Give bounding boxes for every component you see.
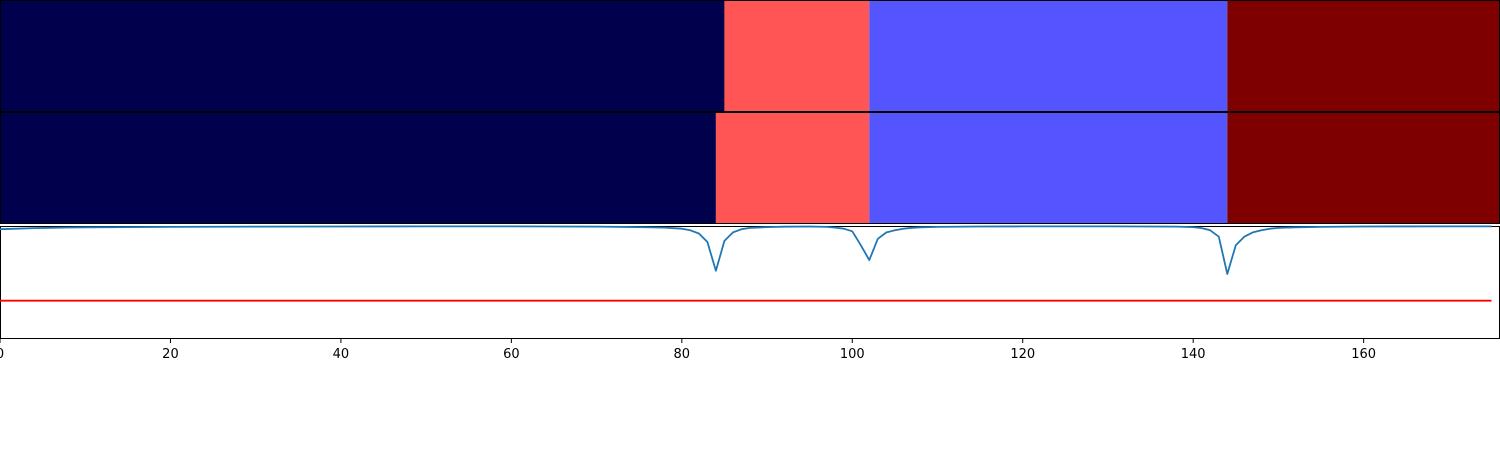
row-1-segment-2 bbox=[724, 1, 870, 112]
row-1-segment-3 bbox=[869, 1, 1228, 112]
x-tick-label: 140 bbox=[1181, 347, 1206, 362]
row-2-segment-3 bbox=[869, 113, 1228, 224]
x-tick-label: 60 bbox=[503, 347, 520, 362]
x-tick-label: 0 bbox=[0, 347, 4, 362]
row-1-segment-4 bbox=[1227, 1, 1500, 112]
row-1-segment-1 bbox=[0, 1, 725, 112]
x-axis-ticks: 0 20 40 60 80 100 120 140 160 bbox=[0, 338, 1376, 362]
x-tick-label: 100 bbox=[840, 347, 865, 362]
x-tick-label: 40 bbox=[333, 347, 350, 362]
x-tick-label: 120 bbox=[1010, 347, 1035, 362]
row-2-segment-2 bbox=[715, 113, 870, 224]
row-2-segment-1 bbox=[0, 113, 716, 224]
segmentation-rows bbox=[0, 0, 1500, 224]
row-2-segment-4 bbox=[1227, 113, 1500, 224]
x-tick-label: 160 bbox=[1351, 347, 1376, 362]
line-axes-frame bbox=[0, 226, 1500, 339]
line-series-1 bbox=[0, 225, 1492, 275]
x-tick-label: 80 bbox=[674, 347, 691, 362]
line-axes bbox=[0, 225, 1500, 339]
line-series-group bbox=[0, 225, 1492, 302]
x-tick-label: 20 bbox=[162, 347, 179, 362]
